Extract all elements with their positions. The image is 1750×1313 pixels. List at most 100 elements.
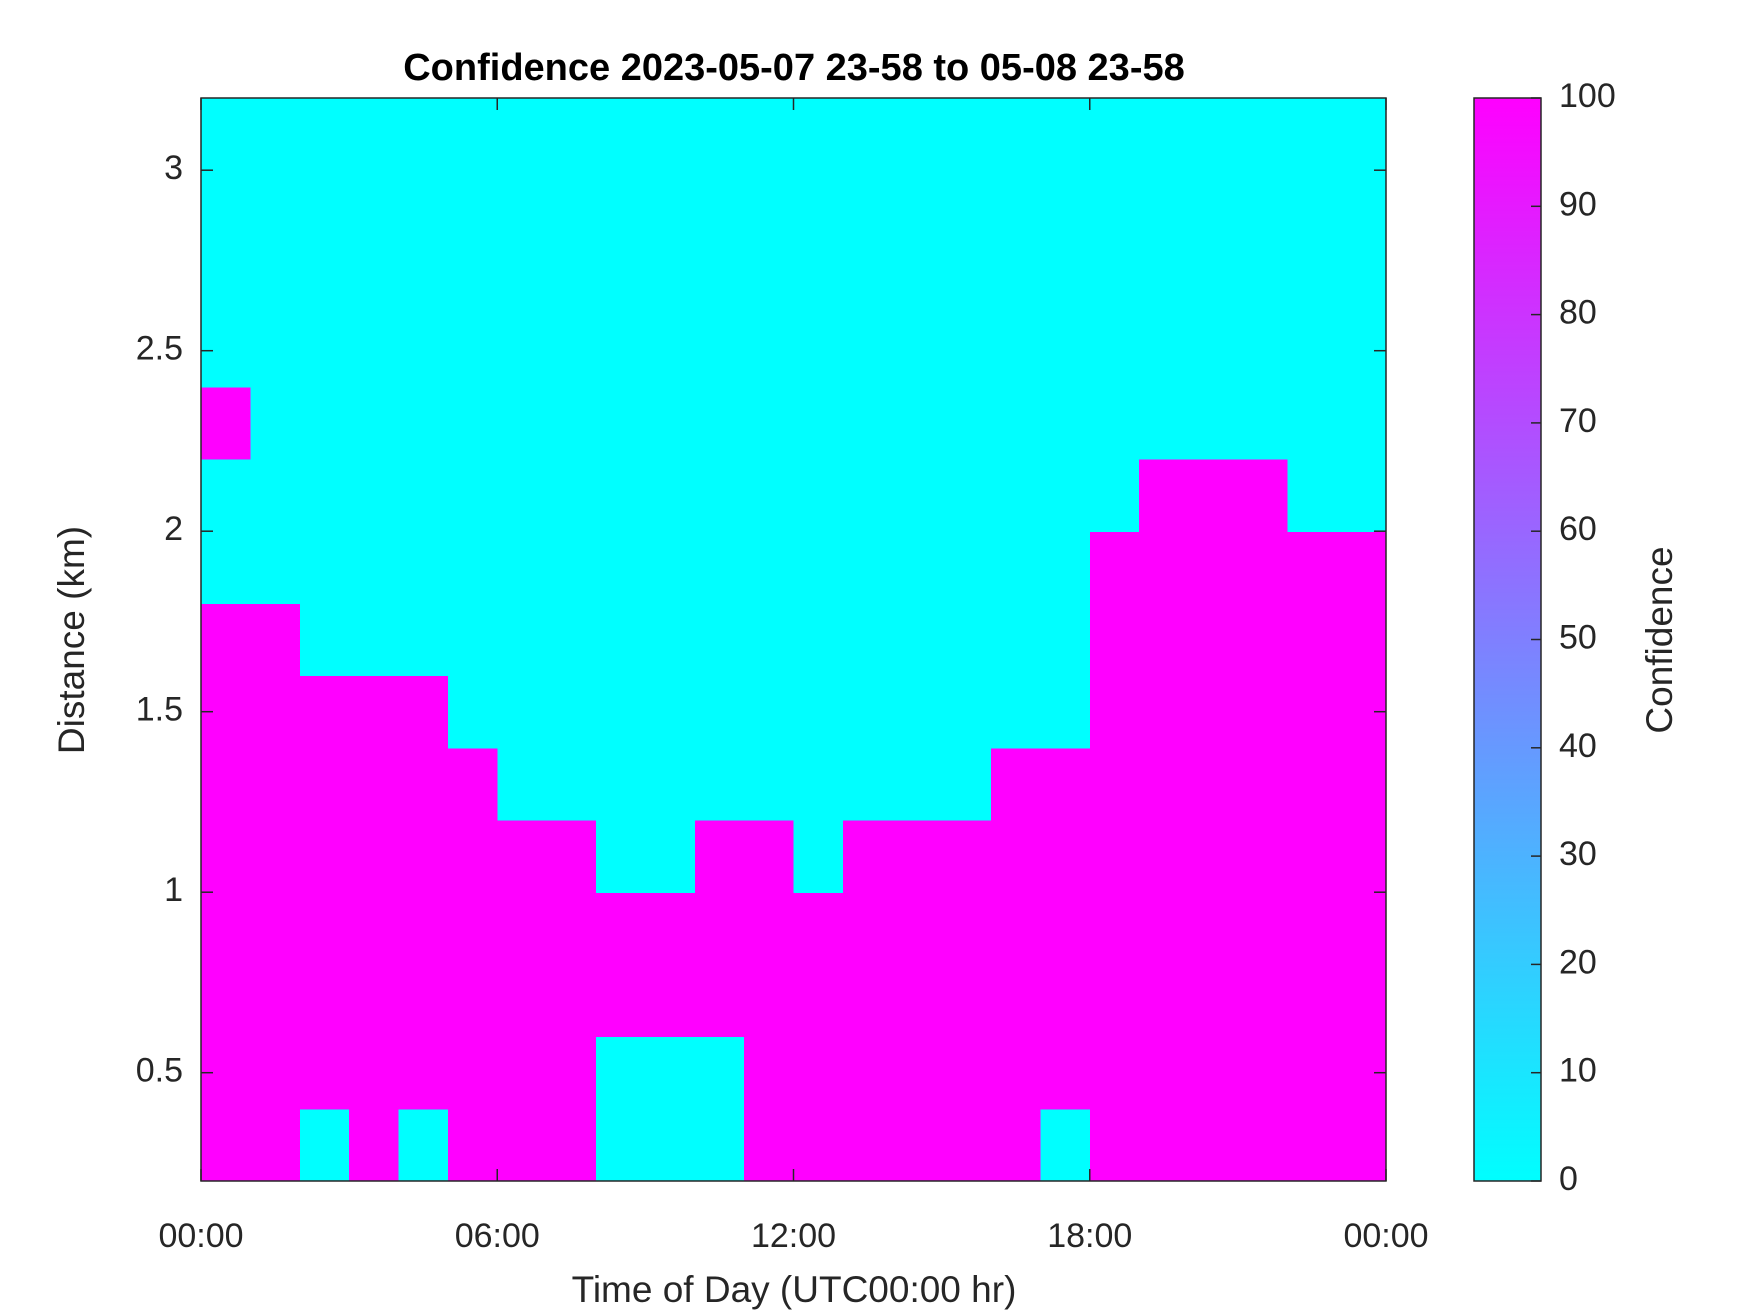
colorbar-tick-label: 0	[1559, 1160, 1578, 1198]
heatmap-cell	[201, 1108, 251, 1182]
heatmap-cell	[1089, 820, 1140, 893]
heatmap-cell	[596, 531, 646, 604]
heatmap-cell	[447, 386, 498, 460]
heatmap-cell	[1188, 892, 1239, 965]
y-tick-label: 1.5	[136, 691, 183, 729]
heatmap-cell	[1040, 242, 1091, 316]
heatmap-cell	[1139, 386, 1190, 460]
heatmap-cell	[1089, 170, 1140, 243]
heatmap-cell	[1336, 747, 1387, 821]
heatmap-cell	[398, 675, 449, 749]
heatmap-cell	[497, 314, 548, 388]
heatmap-cell	[842, 820, 893, 893]
heatmap-cell	[941, 170, 992, 243]
heatmap-cell	[596, 892, 646, 965]
heatmap-cell	[1139, 820, 1190, 893]
heatmap-cell	[497, 892, 548, 965]
colorbar-tick-label: 40	[1559, 727, 1597, 765]
heatmap-cell	[793, 386, 844, 460]
heatmap-cell	[1336, 964, 1387, 1038]
heatmap-cell	[497, 242, 548, 316]
heatmap-cell	[744, 531, 795, 604]
heatmap-cell	[497, 747, 548, 821]
heatmap-cell	[645, 386, 696, 460]
heatmap-cell	[596, 170, 646, 243]
heatmap-cell	[1188, 242, 1239, 316]
heatmap-cell	[349, 892, 400, 965]
colorbar-tick-label: 30	[1559, 835, 1597, 873]
heatmap-cell	[941, 603, 992, 677]
heatmap-cell	[744, 892, 795, 965]
heatmap-cell	[250, 531, 301, 604]
heatmap-cell	[694, 892, 745, 965]
heatmap-cell	[1237, 386, 1288, 460]
heatmap-cell	[1237, 820, 1288, 893]
y-tick-label: 1	[164, 871, 183, 909]
heatmap-cell	[546, 242, 597, 316]
colorbar-tick-label: 90	[1559, 185, 1597, 223]
heatmap-cell	[1188, 964, 1239, 1038]
heatmap-cell	[793, 820, 844, 893]
heatmap-cell	[596, 386, 646, 460]
heatmap-cell	[1188, 531, 1239, 604]
heatmap-cell	[1237, 531, 1288, 604]
heatmap-cell	[892, 603, 943, 677]
heatmap-cell	[1336, 603, 1387, 677]
heatmap-cell	[1188, 386, 1239, 460]
heatmap-cell	[497, 459, 548, 532]
heatmap-cell	[941, 242, 992, 316]
heatmap-cell	[546, 747, 597, 821]
heatmap-cell	[694, 1108, 745, 1182]
heatmap-cell	[447, 964, 498, 1038]
heatmap-cell	[1139, 603, 1190, 677]
heatmap-cell	[250, 314, 301, 388]
heatmap-cell	[991, 675, 1041, 749]
heatmap-cell	[497, 386, 548, 460]
heatmap-cell	[1237, 964, 1288, 1038]
colorbar	[1473, 97, 1542, 1182]
heatmap-cell	[941, 98, 992, 171]
heatmap-cell	[299, 603, 350, 677]
heatmap-cell	[744, 603, 795, 677]
heatmap-cell	[1188, 98, 1239, 171]
heatmap-cell	[744, 98, 795, 171]
heatmap-cell	[201, 747, 251, 821]
heatmap-cell	[201, 892, 251, 965]
heatmap-cell	[1287, 531, 1338, 604]
heatmap-cell	[1188, 1108, 1239, 1182]
heatmap-cell	[793, 747, 844, 821]
heatmap-cell	[941, 747, 992, 821]
heatmap-cell	[941, 386, 992, 460]
heatmap-cell	[793, 675, 844, 749]
heatmap-cell	[1237, 459, 1288, 532]
heatmap-cell	[546, 675, 597, 749]
heatmap-cell	[398, 747, 449, 821]
heatmap-cell	[1237, 603, 1288, 677]
heatmap-cell	[546, 459, 597, 532]
heatmap-cell	[1336, 459, 1387, 532]
heatmap-cell	[398, 820, 449, 893]
heatmap-cell	[793, 242, 844, 316]
heatmap-cell	[1336, 892, 1387, 965]
heatmap-cell	[991, 892, 1041, 965]
heatmap-cell	[596, 675, 646, 749]
heatmap-cell	[694, 603, 745, 677]
heatmap-cell	[991, 820, 1041, 893]
heatmap-cell	[349, 459, 400, 532]
heatmap-cell	[1139, 1036, 1190, 1110]
heatmap-cell	[398, 314, 449, 388]
heatmap-cell	[1139, 98, 1190, 171]
heatmap-cell	[1287, 459, 1338, 532]
heatmap-cell	[349, 531, 400, 604]
heatmap-cell	[991, 459, 1041, 532]
heatmap-cell	[250, 170, 301, 243]
heatmap-cell	[398, 964, 449, 1038]
heatmap-cell	[1237, 1108, 1288, 1182]
heatmap-cell	[1336, 386, 1387, 460]
heatmap-cell	[1089, 747, 1140, 821]
heatmap-cell	[1139, 170, 1190, 243]
heatmap-cell	[497, 531, 548, 604]
heatmap-cell	[349, 98, 400, 171]
heatmap-cell	[694, 98, 745, 171]
